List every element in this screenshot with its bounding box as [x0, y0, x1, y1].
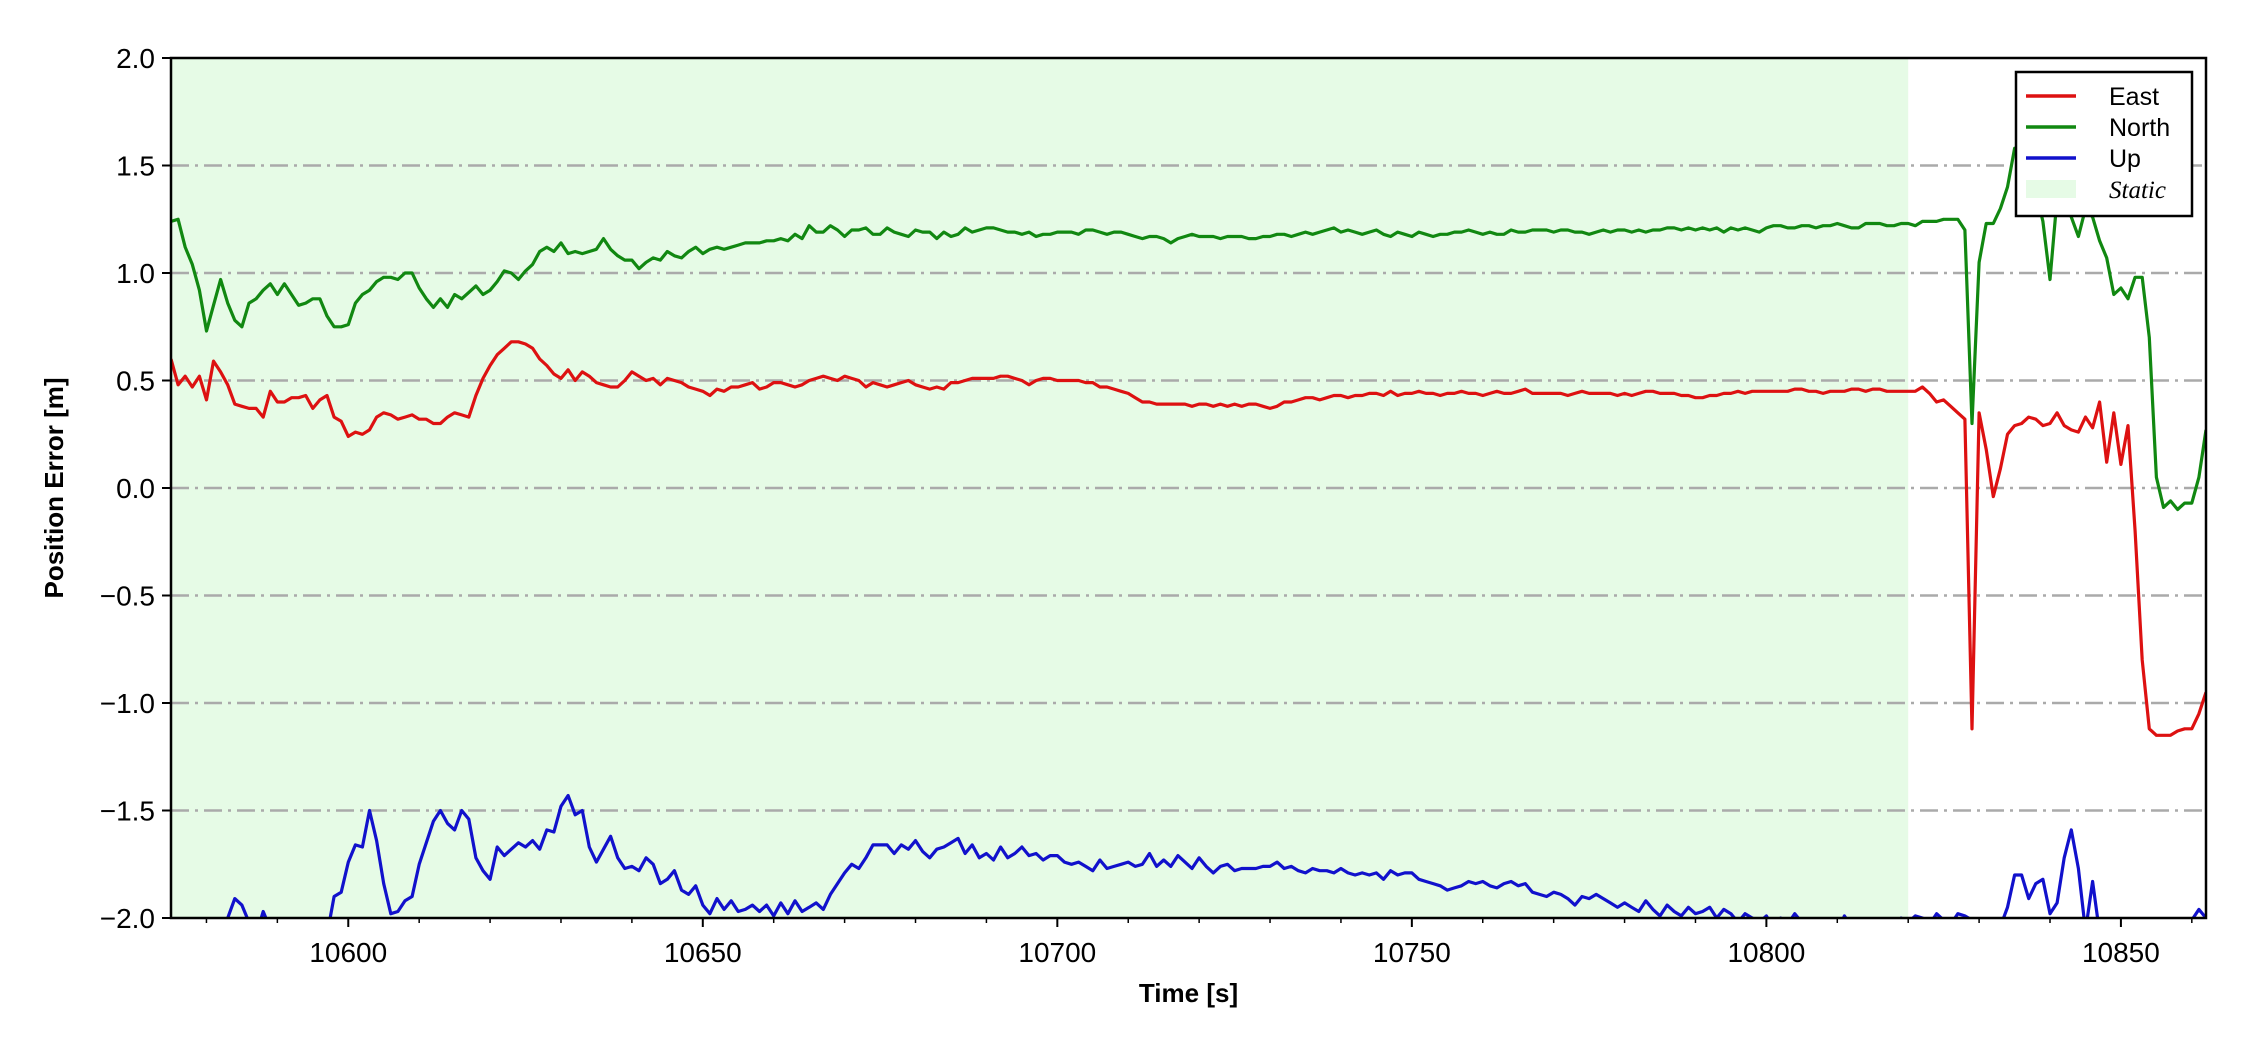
y-tick-label: 0.0: [116, 473, 155, 504]
y-tick-label: 0.5: [116, 366, 155, 397]
series-line-east: [171, 340, 2206, 737]
legend-label-north: North: [2109, 114, 2170, 142]
y-tick-label: 1.0: [116, 258, 155, 289]
series-lines: [171, 146, 2206, 918]
y-tick-label: 2.0: [116, 43, 155, 74]
axis-ticks: −2.0 −1.5 −1.0 −0.5 0.0 0.5 1.0 1.5 2.0 10600 1065…: [100, 43, 2193, 968]
x-tick-label: 10600: [309, 937, 387, 968]
series-line-up: [225, 793, 2206, 918]
y-tick-label: −0.5: [100, 581, 155, 612]
x-tick-label: 10800: [1727, 937, 1805, 968]
series-line-north: [171, 146, 2206, 512]
legend-label-up: Up: [2109, 145, 2141, 173]
legend-label-static: Static: [2109, 177, 2166, 204]
legend: East North Up Static: [2014, 70, 2194, 218]
y-tick-label: −2.0: [100, 903, 155, 934]
legend-swatch-static: [2026, 180, 2076, 198]
y-tick-label: 1.5: [116, 151, 155, 182]
legend-label-east: East: [2109, 83, 2159, 111]
y-axis-label: Position Error [m]: [39, 377, 69, 598]
y-tick-label: −1.5: [100, 796, 155, 827]
y-tick-label: −1.0: [100, 688, 155, 719]
x-tick-label: 10650: [664, 937, 742, 968]
x-axis-label: Time [s]: [1139, 978, 1238, 1008]
x-tick-label: 10750: [1373, 937, 1451, 968]
x-tick-label: 10700: [1018, 937, 1096, 968]
x-tick-label: 10850: [2082, 937, 2160, 968]
